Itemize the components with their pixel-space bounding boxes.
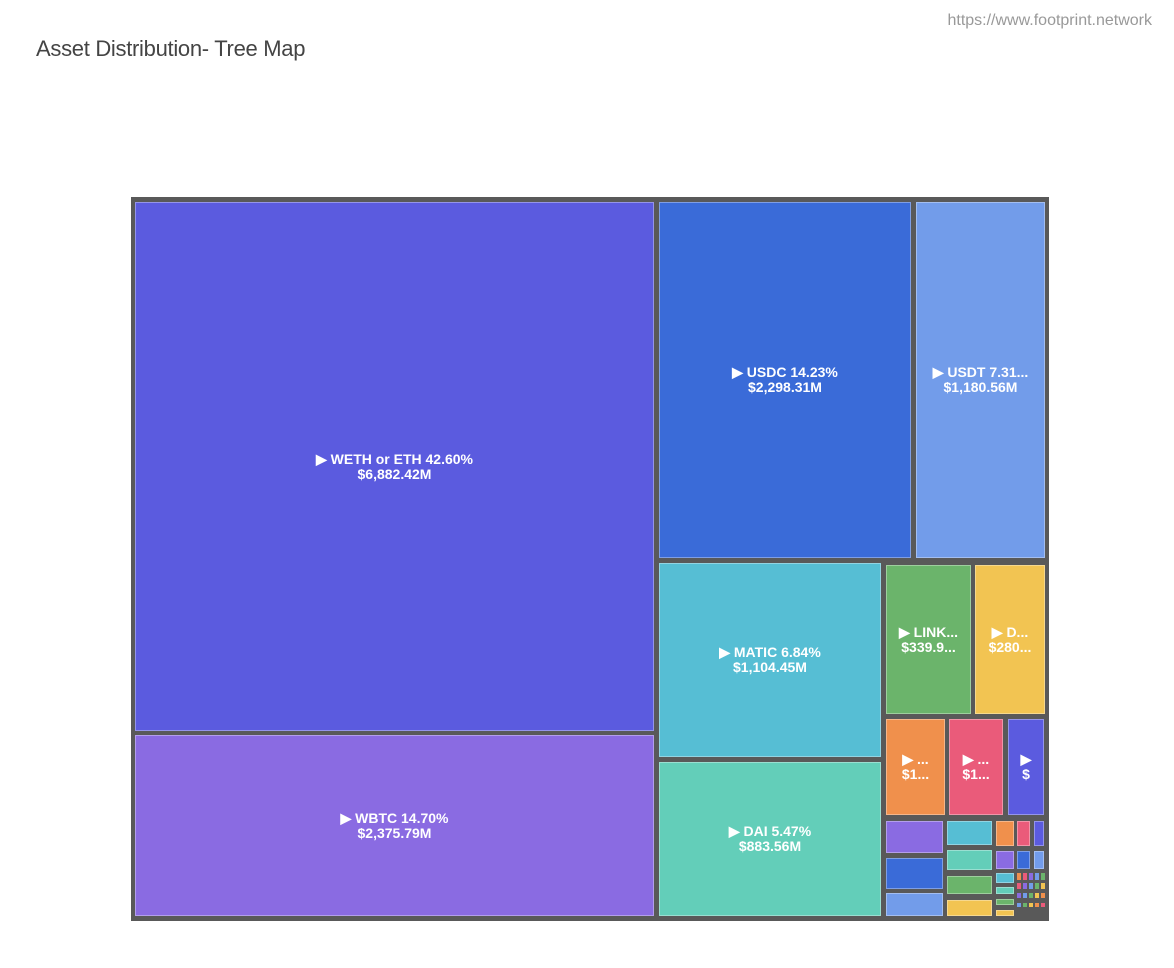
treemap-tile-tiny[interactable] — [1035, 893, 1039, 898]
tile-value: $1,104.45M — [733, 659, 807, 675]
treemap-tile-small[interactable] — [947, 850, 992, 870]
tile-label: ▶ MATIC 6.84% — [719, 644, 821, 660]
treemap-tile-tiny[interactable] — [1029, 903, 1033, 907]
treemap-tile[interactable]: ▶ LINK... $339.9... — [886, 565, 971, 714]
tile-value: $280... — [988, 638, 1032, 655]
treemap-tile[interactable]: ▶ D... $280... — [975, 565, 1045, 714]
treemap-tile-tiny[interactable] — [1029, 893, 1033, 898]
treemap-tile-small[interactable] — [996, 873, 1014, 883]
treemap-tile[interactable]: ▶ USDT 7.31... $1,180.56M — [916, 202, 1045, 558]
treemap-tile[interactable]: ▶ ... $1... — [949, 719, 1003, 815]
watermark-url: https://www.footprint.network — [947, 12, 1152, 29]
treemap-tile-small[interactable] — [886, 821, 943, 853]
tile-label: ▶ ... — [902, 751, 929, 767]
tile-value: $1... — [901, 766, 930, 782]
treemap-tile[interactable]: ▶ WETH or ETH 42.60% $6,882.42M — [135, 202, 654, 731]
treemap-tile-tiny[interactable] — [1029, 873, 1033, 880]
tile-label: ▶ WETH or ETH 42.60% — [315, 450, 474, 467]
treemap-tile-small[interactable] — [996, 851, 1014, 869]
treemap-tile-tiny[interactable] — [1041, 883, 1045, 889]
tile-value: $883.56M — [738, 838, 802, 854]
treemap-tile-tiny[interactable] — [1035, 883, 1039, 889]
treemap-tile-tiny[interactable] — [1035, 903, 1039, 907]
treemap-tile-tiny[interactable] — [1041, 903, 1045, 907]
tile-value: $339.9... — [901, 638, 956, 655]
treemap-tile-tiny[interactable] — [1023, 883, 1027, 889]
treemap-tile-tiny[interactable] — [1029, 883, 1033, 889]
treemap-tile-tiny[interactable] — [1017, 883, 1021, 889]
tile-label: ▶ DAI 5.47% — [728, 823, 812, 839]
treemap-tile[interactable]: ▶ MATIC 6.84% $1,104.45M — [659, 563, 881, 757]
tile-label: ▶ USDT 7.31... — [932, 364, 1029, 380]
chart-title: Asset Distribution- Tree Map — [36, 36, 306, 61]
treemap-tile-small[interactable] — [886, 893, 943, 916]
tile-value: $2,298.31M — [748, 379, 822, 395]
treemap-tile[interactable]: ▶ DAI 5.47% $883.56M — [659, 762, 881, 916]
treemap-tile-tiny[interactable] — [1017, 873, 1021, 880]
tile-value: $1... — [962, 766, 990, 782]
treemap-tile-small[interactable] — [996, 899, 1014, 905]
treemap-tile-small[interactable] — [1017, 851, 1030, 869]
treemap-tile-tiny[interactable] — [1023, 903, 1027, 907]
treemap-tile-tiny[interactable] — [1041, 873, 1045, 880]
treemap-tile-small[interactable] — [1034, 851, 1044, 869]
treemap-tile-tiny[interactable] — [1035, 873, 1039, 880]
treemap: ▶ WETH or ETH 42.60% $6,882.42M ▶ WBTC 14.… — [131, 197, 1049, 921]
treemap-tile[interactable]: ▶ WBTC 14.70% $2,375.79M — [135, 735, 654, 916]
tile-value: $1,180.56M — [943, 379, 1018, 395]
treemap-tile-tiny[interactable] — [1017, 903, 1021, 907]
treemap-tile[interactable]: ▶ ... $1... — [886, 719, 945, 815]
treemap-tile[interactable]: ▶ $ — [1008, 719, 1044, 815]
tile-label: ▶ WBTC 14.70% — [340, 809, 449, 826]
tile-value: $2,375.79M — [357, 824, 432, 841]
treemap-tile-small[interactable] — [996, 821, 1014, 846]
treemap-tile-small[interactable] — [1017, 821, 1030, 846]
treemap-tile-small[interactable] — [886, 858, 943, 889]
tile-label: ▶ USDC 14.23% — [732, 364, 838, 380]
treemap-tile-small[interactable] — [947, 821, 992, 845]
tile-value: $ — [1022, 766, 1030, 782]
treemap-tile-tiny[interactable] — [1041, 893, 1045, 898]
treemap-tile[interactable]: ▶ USDC 14.23% $2,298.31M — [659, 202, 911, 558]
treemap-tile-small[interactable] — [996, 887, 1014, 894]
treemap-tile-small[interactable] — [1034, 821, 1044, 846]
tile-value: $6,882.42M — [357, 465, 432, 482]
treemap-tile-tiny[interactable] — [1023, 893, 1027, 898]
tile-label: ▶ ... — [962, 751, 990, 767]
treemap-tile-tiny[interactable] — [1017, 893, 1021, 898]
tile-label: ▶ LINK... — [899, 623, 958, 640]
treemap-tile-tiny[interactable] — [1023, 873, 1027, 880]
treemap-tile-small[interactable] — [947, 900, 992, 916]
treemap-tile-small[interactable] — [947, 876, 992, 894]
tile-label: ▶ — [1020, 751, 1032, 767]
treemap-tile-small[interactable] — [996, 910, 1014, 916]
tile-label: ▶ D... — [991, 623, 1029, 640]
